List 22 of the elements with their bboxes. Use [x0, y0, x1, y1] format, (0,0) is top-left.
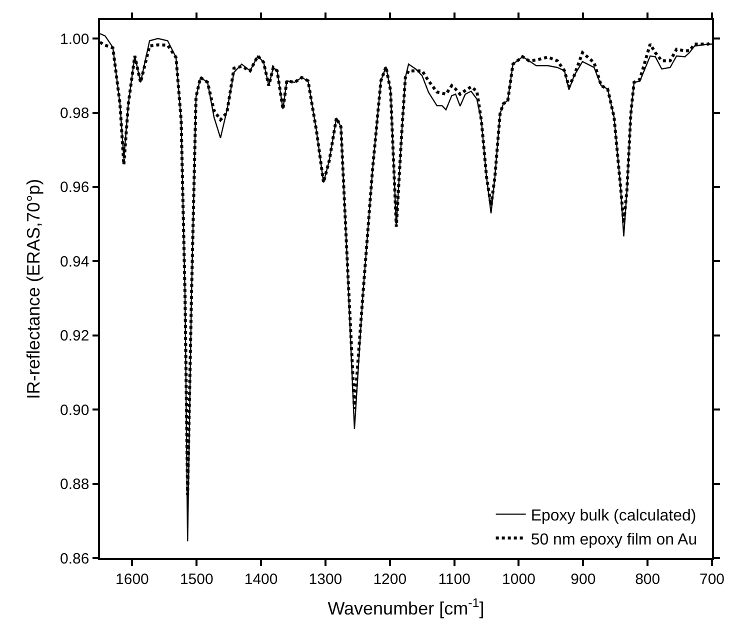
x-axis-title: Wavenumber [cm$^{-1}$]: [328, 596, 484, 618]
x-tick-label: 700: [699, 570, 725, 588]
legend-label: 50 nm epoxy film on Au: [530, 531, 698, 548]
y-tick-label: 0.92: [60, 328, 90, 345]
x-tick-label: 1200: [373, 570, 407, 588]
y-tick-label: 0.98: [60, 105, 90, 122]
y-tick-label: 0.96: [60, 179, 90, 196]
y-tick-label: 1.00: [60, 30, 90, 48]
x-tick-label: 1600: [116, 570, 149, 588]
x-tick-label: 1400: [244, 570, 278, 588]
y-axis-title: IR-reflectance (ERAS,70°p): [24, 178, 44, 400]
y-tick-label: 0.90: [60, 402, 90, 419]
x-tick-label: 1300: [308, 570, 342, 588]
x-tick-label: 1500: [180, 570, 214, 588]
legend-label: Epoxy bulk (calculated): [530, 507, 696, 524]
y-tick-label: 0.94: [60, 253, 90, 270]
x-tick-label: 1100: [438, 570, 470, 588]
x-tick-label: 800: [635, 570, 660, 588]
x-tick-label: 1000: [502, 570, 536, 588]
y-tick-label: 0.86: [60, 550, 90, 568]
x-tick-label: 900: [570, 570, 596, 588]
y-tick-label: 0.88: [60, 476, 90, 494]
